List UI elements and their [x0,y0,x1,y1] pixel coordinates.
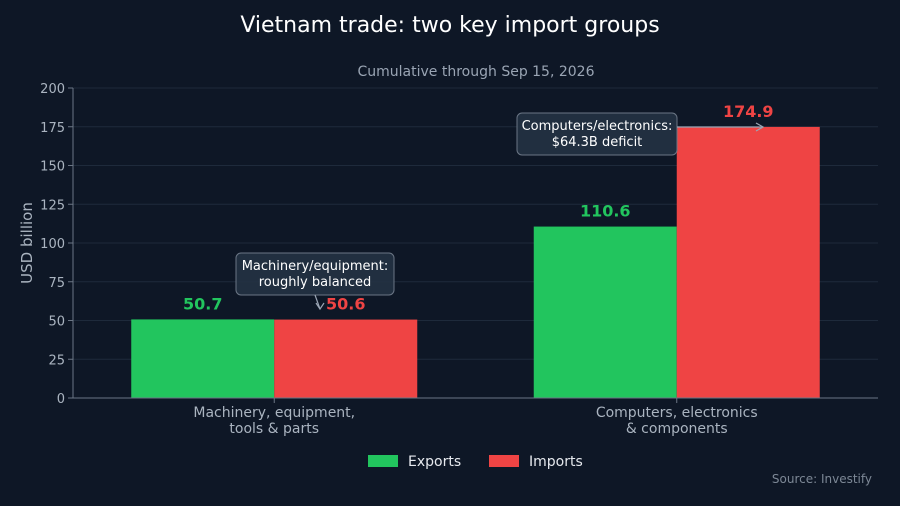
y-tick-label: 50 [48,315,65,330]
y-tick-label: 0 [57,392,65,407]
y-tick-label: 100 [40,237,65,252]
callout-box [516,112,678,156]
y-axis-label: USD billion [18,202,36,284]
legend-swatch-exports [368,455,398,467]
bar-exports [533,226,677,398]
data-label: 110.6 [580,202,631,221]
callout-text: $64.3B deficit [552,135,643,150]
bar-imports [274,319,418,398]
arrowhead [315,302,325,311]
data-labels: 50.7 50.6 110.6 174.9 [183,102,774,314]
annotations: Machinery/equipment:roughly balanced Comp… [235,112,765,311]
y-tick-label: 200 [40,82,65,97]
source-note: Source: Investify [772,472,872,486]
arrowhead [755,122,765,132]
data-label: 50.6 [326,295,365,314]
data-label: 50.7 [183,294,222,313]
callout-text: Computers/electronics: [522,119,673,134]
x-tick-label: Computers, electronics [596,405,758,421]
y-axis-ticks: 0 25 50 75 100 125 150 175 200 [40,82,73,407]
y-tick-label: 75 [48,276,65,291]
x-axis: Machinery, equipment,tools & parts Comput… [72,88,878,437]
y-tick-label: 175 [40,121,65,136]
y-tick-label: 150 [40,160,65,175]
callout-arrow [314,294,321,310]
x-tick-label: tools & parts [229,421,319,437]
x-tick-label: & components [626,421,728,437]
chart-title: Vietnam trade: two key import groups [240,13,659,38]
y-tick-label: 25 [48,353,65,368]
x-tick-label: Machinery, equipment, [193,405,355,421]
bars [131,126,820,398]
bar-imports [676,126,820,398]
callout-text: Machinery/equipment: [242,259,389,274]
data-label: 174.9 [723,102,774,121]
legend-label: Imports [529,454,583,470]
annotation-callout: Computers/electronics:$64.3B deficit [516,112,765,156]
annotation-callout: Machinery/equipment:roughly balanced [235,252,395,311]
bar-exports [131,319,275,398]
callout-text: roughly balanced [259,275,372,290]
chart-subtitle: Cumulative through Sep 15, 2026 [358,64,595,80]
legend-label: Exports [408,454,461,470]
y-tick-label: 125 [40,198,65,213]
legend-swatch-imports [489,455,519,467]
legend: Exports Imports [368,454,583,470]
